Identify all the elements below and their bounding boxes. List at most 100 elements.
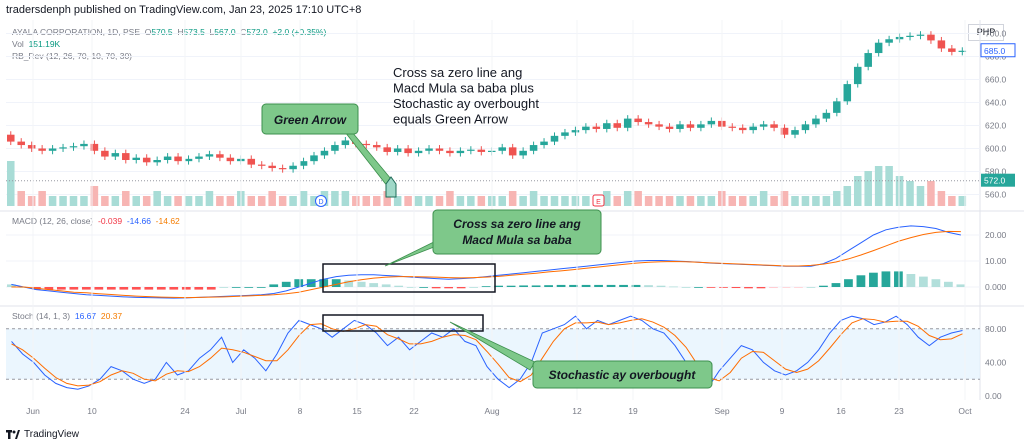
volume-bar (801, 196, 810, 206)
candle-body (864, 53, 872, 67)
macd-callout-text: Cross sa zero line ang (453, 217, 581, 231)
stoch-label: Stoch (14, 1, 3) (12, 311, 71, 321)
candle-body (122, 153, 130, 160)
candle-body (958, 50, 967, 52)
macd-highlight-box (322, 263, 496, 293)
green-arrow-icon (385, 176, 397, 198)
candle-body (686, 124, 695, 128)
volume-bar (414, 196, 423, 206)
macd-histogram-bar (856, 275, 866, 287)
open-value: 570.5 (151, 27, 173, 37)
macd-histogram-bar (419, 287, 429, 288)
volume-bar (791, 196, 799, 206)
macd-histogram-bar (931, 279, 941, 287)
candle-body (519, 150, 527, 156)
candle-body (132, 157, 141, 160)
stoch-callout (532, 360, 713, 389)
candle-body (571, 130, 580, 133)
macd-histogram-bar (606, 284, 616, 287)
macd-histogram-bar (119, 287, 129, 290)
macd-histogram-bar (31, 287, 41, 290)
macd-histogram-bar (244, 287, 254, 288)
volume-bar (467, 196, 475, 206)
low-label: L (209, 27, 215, 37)
macd-histogram-bar (494, 285, 503, 287)
candle-body (613, 123, 622, 128)
macd-histogram-bar (206, 287, 216, 290)
volume-bar (38, 191, 46, 206)
candle-body (216, 154, 224, 158)
volume-bar (341, 191, 350, 206)
time-tick-label: 19 (628, 406, 638, 416)
volume-bar (299, 191, 308, 206)
macd-histogram-bar (444, 287, 454, 289)
earnings-marker-label: E (596, 199, 601, 206)
macd-histogram-bar (731, 287, 741, 289)
currency-selector[interactable]: PHP (968, 24, 1004, 41)
candle-body (257, 164, 266, 166)
volume-bar (247, 196, 256, 206)
close-value: 572.0 (246, 27, 268, 37)
macd-histogram-bar (356, 281, 366, 287)
candle-body (393, 148, 402, 152)
dividend-marker-label: D (318, 199, 323, 206)
volume-bar (320, 191, 329, 206)
candle-body (603, 123, 611, 129)
close-price-label: 572.0 (984, 176, 1006, 186)
candle-body (529, 145, 538, 151)
volume-bar (937, 191, 946, 206)
volume-bar (195, 196, 203, 206)
volume-bar (278, 196, 287, 206)
volume-bar (435, 196, 444, 206)
macd-histogram-bar (144, 287, 154, 290)
macd-tick-label: 20.00 (985, 230, 1007, 240)
volume-bar (759, 191, 768, 206)
candle-body (488, 150, 496, 152)
publish-text: tradersdenph published on TradingView.co… (6, 4, 362, 16)
candle-body (906, 35, 914, 37)
candle-body (759, 124, 768, 127)
candle-body (247, 158, 256, 165)
candle-body (791, 130, 799, 135)
time-tick-label: 12 (572, 406, 582, 416)
candle-body (268, 165, 276, 169)
volume-bar (686, 196, 695, 206)
candle-body (833, 101, 841, 113)
volume-bar (90, 186, 99, 206)
candle-body (623, 118, 632, 128)
candle-body (853, 66, 862, 85)
volume-bar (529, 191, 538, 206)
macd-histogram-bar (756, 287, 766, 289)
macd-histogram-bar (944, 281, 953, 287)
candle-body (916, 34, 925, 36)
low-value: 567.0 (214, 27, 236, 37)
candle-body (69, 146, 78, 148)
candle-body (174, 156, 182, 162)
volume-bar (895, 176, 904, 206)
candle-body (362, 143, 371, 146)
candle-body (320, 150, 329, 156)
volume-bar (289, 196, 297, 206)
candle-body (7, 134, 15, 142)
candle-body (927, 34, 935, 41)
volume-bar (603, 191, 611, 206)
candle-body (446, 150, 454, 154)
candle-body (728, 126, 737, 128)
macd-histogram-bar (56, 287, 66, 290)
candle-body (655, 124, 663, 127)
candle-body (17, 141, 25, 146)
volume-bar (393, 196, 402, 206)
volume-bar (812, 196, 820, 206)
macd-histogram-bar (44, 287, 54, 290)
macd-histogram-bar (881, 271, 891, 287)
stoch-tick-label: 0.00 (985, 391, 1002, 401)
time-tick-label: Oct (958, 406, 972, 416)
volume-bar (48, 196, 57, 206)
price-tick-label: 560.0 (985, 190, 1007, 200)
stoch-callout-text: Stochastic ay overbought (549, 368, 697, 382)
macd-histogram-bar (169, 287, 179, 290)
candle-body (331, 145, 339, 151)
annotation-main-text: Cross sa zero line ang (393, 65, 522, 80)
candle-body (205, 154, 214, 157)
time-tick-label: 16 (836, 406, 846, 416)
